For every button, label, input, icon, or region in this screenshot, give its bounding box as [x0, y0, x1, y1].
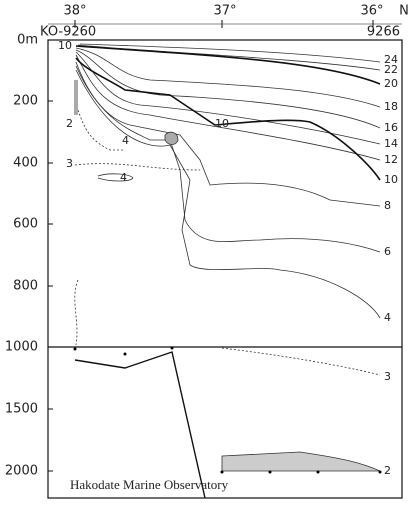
contour-label: 12	[384, 153, 398, 166]
depth-label: 1500	[5, 402, 38, 417]
contour-label: 4	[122, 134, 129, 147]
depth-label: 2000	[5, 464, 38, 479]
contour-label: 2	[66, 117, 73, 130]
contour-label: 3	[66, 157, 73, 170]
contour-label: 6	[384, 245, 391, 258]
top-ticks	[48, 20, 402, 28]
contour-label: 24	[384, 53, 398, 66]
depth-label: 1000	[5, 340, 38, 355]
contour-label: 8	[384, 199, 391, 212]
frame	[47, 39, 403, 499]
contour-label: 4	[384, 311, 391, 324]
depth-label: 600	[13, 217, 38, 232]
contour-label: 18	[384, 100, 398, 113]
depth-label: 400	[13, 156, 38, 171]
lat-label: 38°	[63, 4, 86, 19]
contour-label: 10	[58, 39, 72, 52]
lat-label: 36°	[360, 4, 383, 19]
depth-label: 800	[13, 279, 38, 294]
contour-label: 4	[120, 171, 127, 184]
depth-label: 0m	[17, 33, 38, 48]
contour-label: 14	[384, 137, 398, 150]
contour-label: 2	[384, 464, 391, 477]
station-label: KO-9260	[40, 25, 96, 40]
contours	[73, 43, 382, 499]
contour-label: 10	[215, 117, 229, 130]
contour-label: 16	[384, 121, 398, 134]
contour-label: 10	[384, 173, 398, 186]
contour-label: 22	[384, 63, 398, 76]
contour-label: 3	[384, 370, 391, 383]
depth-labels: 0m 200 400 600 800 1000 1500 2000	[5, 33, 53, 479]
lat-unit: N	[399, 4, 409, 19]
depth-label: 200	[13, 94, 38, 109]
credit: Hakodate Marine Observatory	[70, 477, 229, 492]
lat-label: 37°	[213, 4, 236, 19]
contour-label: 20	[384, 77, 398, 90]
station-label: 9266	[367, 25, 400, 40]
